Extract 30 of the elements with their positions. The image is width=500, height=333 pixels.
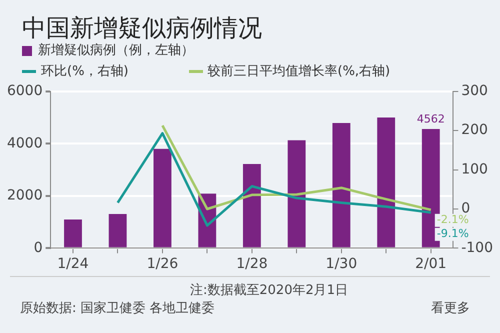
y2-tick-label: 200 xyxy=(461,122,488,138)
y2-tick-label: -100 xyxy=(461,239,494,256)
x-tick-label: 1/28 xyxy=(236,256,268,272)
x-tick-label: 1/26 xyxy=(146,256,178,272)
legend-label: 较前三日平均值增长率(%,右轴) xyxy=(208,62,390,80)
y-tick-label: 6000 xyxy=(6,82,43,99)
text: 原始数据: 国家卫健委 各地卫健委 xyxy=(20,300,215,316)
bar xyxy=(108,213,127,247)
bar xyxy=(332,122,350,247)
x-tick-label: 1/30 xyxy=(326,256,358,272)
y-tick-label: 2000 xyxy=(6,187,43,204)
y-tick-label: 4000 xyxy=(6,134,43,151)
legend-label: 新增疑似病例（例，左轴） xyxy=(38,42,194,59)
legend-label: 环比(%，右轴) xyxy=(41,62,128,80)
x-tick-label: 1/24 xyxy=(57,256,89,272)
text: 注:数据截至2020年2月1日 xyxy=(190,282,348,298)
bar xyxy=(64,218,82,247)
data-label: -2.1% xyxy=(436,212,469,226)
chart-title: 中国新增疑似病例情况 xyxy=(21,13,263,42)
y-tick-label: 0 xyxy=(34,239,43,256)
text: 看更多 xyxy=(431,300,470,316)
y2-tick-label: 300 xyxy=(461,82,488,99)
x-tick-label: 2/01 xyxy=(415,256,447,272)
bar xyxy=(377,117,396,247)
bar xyxy=(288,140,306,247)
y2-tick-label: 100 xyxy=(461,160,488,177)
bar xyxy=(242,164,261,247)
bar xyxy=(154,148,172,247)
data-label: -9.1% xyxy=(436,226,469,240)
data-label: 4562 xyxy=(416,112,445,125)
